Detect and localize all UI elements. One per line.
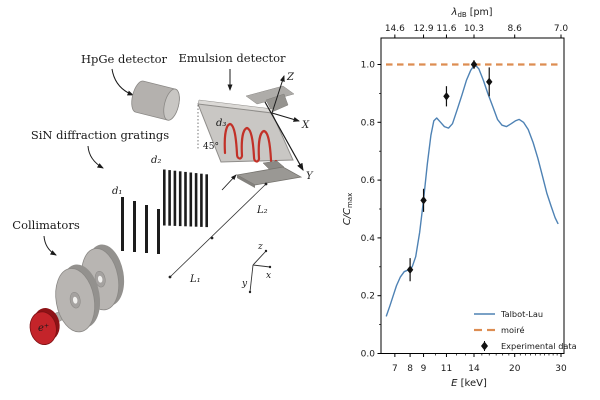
legend-label-talbot-lau: Talbot-Lau <box>500 309 543 319</box>
legend-label-moire: moiré <box>501 325 524 335</box>
emulsion-base-edge <box>237 175 255 188</box>
axis-dot <box>264 249 268 253</box>
legend-marker-diamond <box>481 341 488 351</box>
y-tick-label: 0.6 <box>361 176 376 186</box>
collimators-label: Collimators <box>12 218 80 232</box>
data-point-diamond <box>470 60 478 69</box>
y-axis-title: C/Cmax <box>342 193 354 226</box>
angle-label: 45° <box>203 142 219 152</box>
positron-source <box>29 308 60 345</box>
beam-axes <box>249 250 271 293</box>
axis-x-label: x <box>266 271 271 281</box>
legend-label-experimental: Experimental data <box>501 341 577 351</box>
talbot-lau-curve <box>385 63 559 317</box>
grating-bar <box>163 169 166 226</box>
grating-bar <box>178 171 182 227</box>
grating-bar <box>157 209 160 254</box>
grating-d1 <box>121 197 160 254</box>
axis-X-label: X <box>301 120 310 131</box>
collimator-hole <box>72 296 78 304</box>
contrast-chart: 7 8 9 11 14 20 30 14.6 12.9 11.6 10.3 8.6 7.0 0.0 0.2 0… <box>342 7 577 389</box>
collimators-arrow <box>43 235 57 256</box>
legend: Talbot-Lau moiré Experimental data <box>474 309 577 351</box>
emulsion-bracket-top <box>245 85 295 105</box>
d2-label: d₂ <box>151 155 161 166</box>
x-tick-label: 30 <box>555 364 567 374</box>
top-axis-title: λdB [pm] <box>451 7 493 19</box>
positron-track-serpentine <box>223 122 278 165</box>
top-tick-label: 12.9 <box>414 24 434 34</box>
L2-label: L₂ <box>256 205 268 216</box>
hpge-arrow <box>111 68 134 96</box>
x-tick-label: 14 <box>468 364 480 374</box>
collimator-hole <box>97 275 103 283</box>
data-point-diamond <box>406 265 414 274</box>
x-tick-label: 20 <box>509 364 521 374</box>
axis-Y-label: Y <box>306 171 314 182</box>
d3-label: d₃ <box>216 118 226 129</box>
dimension-dot <box>168 275 172 279</box>
grating-bar <box>173 170 177 226</box>
gratings-arrow <box>87 145 104 169</box>
axis-Y-line <box>264 101 304 172</box>
grating-bar <box>205 174 208 228</box>
positron-label: e⁺ <box>38 323 49 334</box>
grating-bar <box>184 171 187 227</box>
data-point-diamond <box>486 77 493 87</box>
collimator-disk-front <box>55 264 101 333</box>
axis-Z-label: Z <box>286 72 295 83</box>
grating-bar <box>189 172 193 227</box>
grating-bar <box>168 170 171 226</box>
y-tick-label: 0.8 <box>361 118 376 128</box>
grating-bar <box>133 201 136 252</box>
x-tick-label: 9 <box>421 364 427 374</box>
top-tick-label: 7.0 <box>554 24 569 34</box>
axis-Z-line <box>271 75 285 114</box>
y-tick-label: 0.2 <box>361 292 375 302</box>
plot-content: 7 8 9 11 14 20 30 14.6 12.9 11.6 10.3 8.6 7.0 0.0 0.2 0… <box>361 24 569 374</box>
top-tick-label: 14.6 <box>385 24 405 34</box>
emulsion-plate <box>197 103 294 163</box>
axis-dot <box>248 290 252 294</box>
plot-frame <box>380 37 565 354</box>
y-tick-label: 0.4 <box>361 234 376 244</box>
x-tick-label: 11 <box>441 364 452 374</box>
top-tick-label: 11.6 <box>436 24 456 34</box>
base-pointer-arrow <box>221 174 237 191</box>
apparatus-diagram: HpGe detector Emulsion detector d₃ 45° Z… <box>12 51 314 345</box>
dimension-dot <box>264 182 268 186</box>
grating-d2 <box>163 169 208 228</box>
hpge-cylinder <box>131 80 180 121</box>
data-point-diamond <box>443 92 450 101</box>
L1-label: L₁ <box>189 274 201 285</box>
top-tick-label: 10.3 <box>464 24 484 34</box>
emulsion-detector-label: Emulsion detector <box>178 51 286 65</box>
axis-dot <box>268 265 272 269</box>
x-tick-label: 8 <box>407 364 413 374</box>
dimension-dot <box>210 236 214 240</box>
gratings-label: SiN diffraction gratings <box>31 128 169 142</box>
beamline-dimension-line <box>169 183 267 278</box>
d1-label: d₁ <box>112 186 122 197</box>
axis-z-label: z <box>257 242 263 252</box>
y-tick-label: 0.0 <box>361 350 376 360</box>
data-point-diamond <box>420 196 427 205</box>
grating-bar <box>145 205 148 253</box>
grating-bar <box>121 197 124 251</box>
grating-bar <box>194 173 198 227</box>
y-tick-label: 1.0 <box>361 61 376 71</box>
axis-X-line <box>271 112 300 122</box>
grating-bar <box>200 173 203 227</box>
x-tick-label: 7 <box>392 364 398 374</box>
top-tick-label: 8.6 <box>508 24 523 34</box>
hpge-detector-label: HpGe detector <box>81 52 168 66</box>
axis-y-label: y <box>241 279 248 289</box>
x-axis-title: E [keV] <box>451 378 487 389</box>
